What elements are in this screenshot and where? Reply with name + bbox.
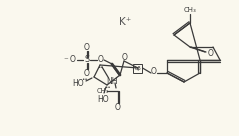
- Text: O: O: [84, 42, 90, 52]
- Bar: [134, 64, 142, 72]
- Text: S: S: [84, 55, 90, 64]
- Text: CH₃: CH₃: [97, 88, 109, 94]
- Text: ••: ••: [82, 76, 88, 81]
- Text: αβ: αβ: [135, 66, 141, 71]
- Text: O: O: [98, 55, 104, 64]
- Text: O: O: [84, 69, 90, 78]
- Text: O: O: [122, 53, 128, 63]
- Text: O: O: [115, 103, 121, 112]
- Text: K⁺: K⁺: [119, 17, 131, 27]
- Text: NH: NH: [106, 76, 118, 86]
- Text: CH₃: CH₃: [184, 7, 196, 13]
- Text: O: O: [151, 67, 157, 76]
- Text: ••: ••: [105, 86, 111, 90]
- Text: HO: HO: [72, 80, 84, 89]
- Text: O: O: [208, 50, 214, 58]
- Text: ⁻: ⁻: [64, 56, 68, 66]
- Text: ••: ••: [98, 66, 104, 70]
- Text: O: O: [70, 55, 76, 64]
- Text: HO: HO: [97, 95, 109, 103]
